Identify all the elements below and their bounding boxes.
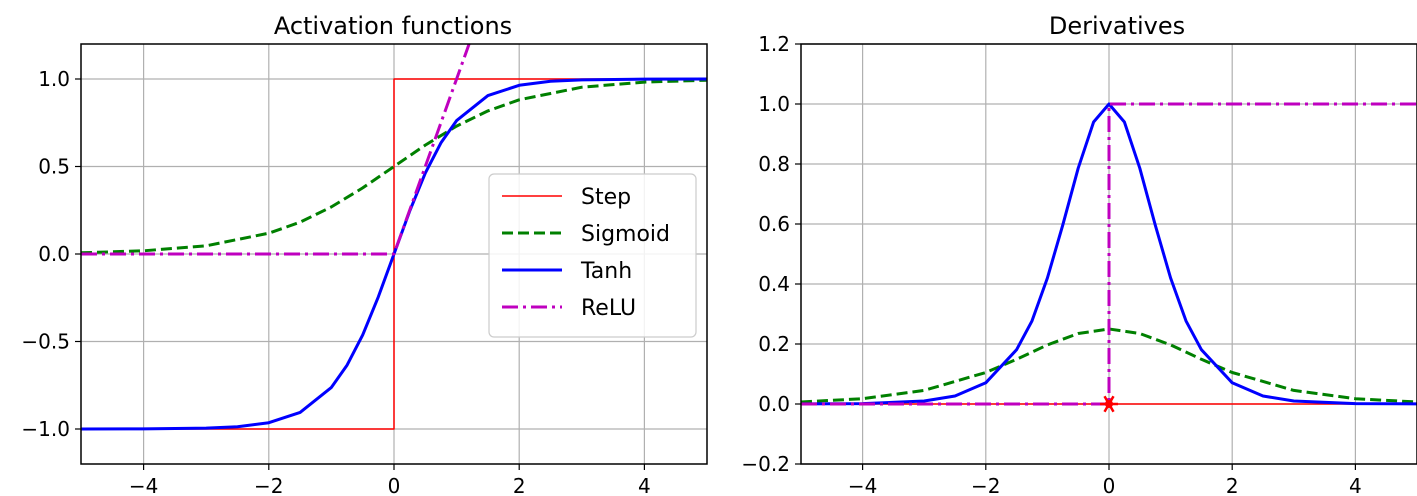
y-tick-label: −0.2 — [741, 452, 790, 476]
x-tick-label: −4 — [848, 474, 877, 496]
legend: Step Sigmoid Tanh ReLU — [488, 173, 697, 338]
x-tick-label: −2 — [971, 474, 1000, 496]
series-tanh-line — [801, 102, 1417, 406]
x-tick-label: 2 — [513, 474, 526, 496]
x-tick-label: −4 — [129, 474, 158, 496]
legend-label-tanh: Tanh — [580, 259, 632, 284]
legend-label-step: Step — [581, 185, 631, 210]
series-sigmoid-line — [81, 78, 707, 255]
y-tick-label: 0.5 — [38, 155, 70, 179]
y-tick-label: 1.0 — [38, 67, 70, 91]
y-tick-label: 1.0 — [758, 92, 790, 116]
x-tick-label: 0 — [1103, 474, 1116, 496]
chart-title: Activation functions — [274, 12, 512, 40]
y-tick-label: −1.0 — [21, 417, 70, 441]
y-tick-label: 0.2 — [758, 332, 790, 356]
y-tick-label: 0.0 — [38, 242, 70, 266]
series-relu-line — [81, 44, 471, 256]
y-tick-label: 1.2 — [758, 32, 790, 56]
y-tick-label: 0.8 — [758, 152, 790, 176]
x-tick-label: −2 — [254, 474, 283, 496]
series-sigmoid-line — [801, 327, 1417, 404]
x-tick-label: 2 — [1226, 474, 1239, 496]
x-tick-label: 4 — [1349, 474, 1362, 496]
legend-label-sigmoid: Sigmoid — [581, 222, 670, 247]
y-tick-label: 0.6 — [758, 212, 790, 236]
chart-title: Derivatives — [1049, 12, 1185, 40]
derivatives-chart: Derivatives −4 −2 0 2 4 −0.2 0.0 0.2 0.4 0.6 0.8 1.… — [741, 12, 1417, 496]
series-relu-line — [801, 102, 1417, 406]
y-tick-label: −0.5 — [21, 330, 70, 354]
activation-functions-chart: Activation functions −4 −2 0 2 4 −1.0 −0.5 0.0 0… — [21, 12, 708, 496]
star-marker — [1100, 395, 1118, 413]
legend-label-relu: ReLU — [581, 296, 636, 321]
x-tick-label: 4 — [638, 474, 651, 496]
x-tick-label: 0 — [388, 474, 401, 496]
y-tick-label: 0.0 — [758, 392, 790, 416]
y-tick-label: 0.4 — [758, 272, 790, 296]
